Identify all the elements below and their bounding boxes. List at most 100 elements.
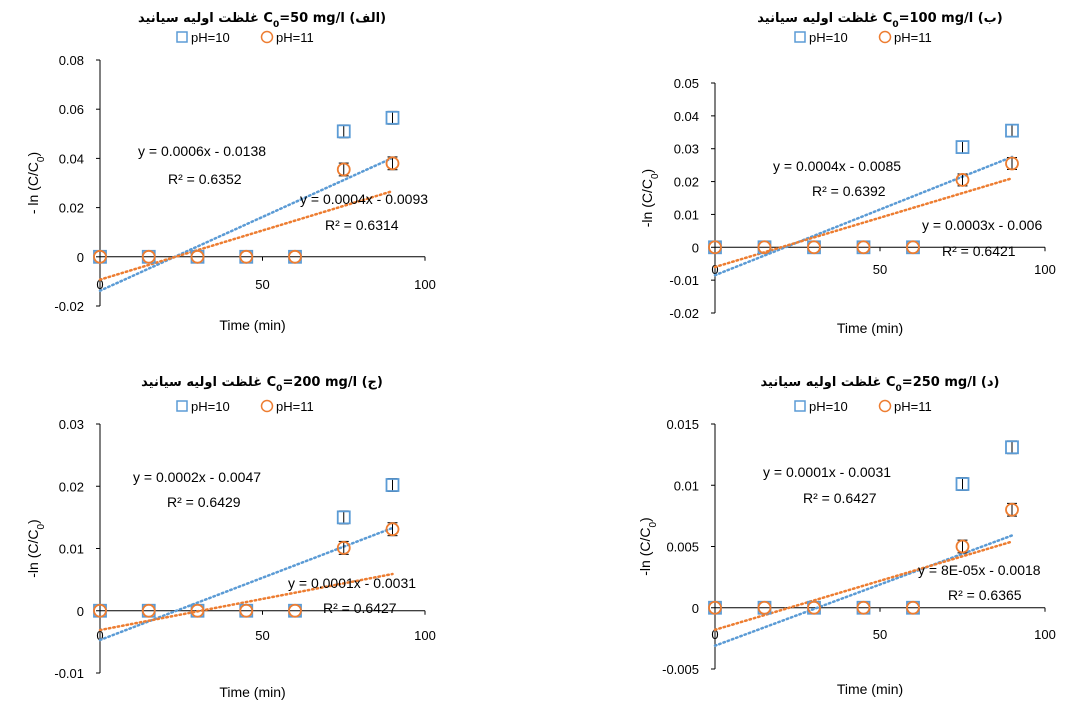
- legend-marker-square: [794, 400, 806, 412]
- data-point-square: [955, 140, 970, 154]
- x-tick-label: 50: [873, 262, 887, 277]
- y-tick-label: -0.02: [669, 306, 699, 321]
- y-tick-label: 0.04: [674, 109, 699, 124]
- data-point-circle: [906, 240, 920, 255]
- chart-panel-2: غلظت اولیه سیانید C0=100 mg/l (ب)pH=10 pH…: [639, 11, 1056, 336]
- data-point-circle: [141, 249, 156, 264]
- data-point-circle: [336, 162, 351, 177]
- y-axis-title: -ln (C/C0): [639, 169, 661, 227]
- trendline-r2: R² = 0.6421: [942, 243, 1016, 259]
- data-point-circle: [288, 249, 302, 264]
- x-axis-title: Time (min): [837, 320, 903, 336]
- y-tick-label: 0: [692, 601, 699, 616]
- chart-title: غلظت اولیه سیانید C0=50 mg/l (الف): [138, 11, 386, 30]
- y-tick-label: -0.01: [669, 273, 699, 288]
- trendline-pH=10: [98, 156, 394, 292]
- legend-marker-circle: [878, 30, 892, 44]
- error-bar: [338, 510, 349, 525]
- x-tick-label: 50: [255, 628, 269, 643]
- x-axis-title: Time (min): [219, 317, 285, 333]
- legend-entry: pH=10: [809, 30, 848, 45]
- x-tick-label: 0: [96, 277, 103, 292]
- data-point-square: [336, 124, 351, 139]
- legend: pH=10 pH=11: [794, 399, 932, 414]
- data-point-circle: [385, 522, 400, 537]
- data-point-circle: [906, 600, 920, 615]
- legend-marker-circle: [878, 399, 892, 413]
- y-tick-label: 0.01: [674, 207, 699, 222]
- trendline-pH=11: [98, 572, 394, 632]
- data-point-square: [955, 477, 970, 491]
- legend: pH=10 pH=11: [794, 30, 932, 45]
- data-point-circle: [336, 540, 351, 555]
- chart-title: غلظت اولیه سیانید C0=200 mg/l (ج): [141, 375, 383, 394]
- y-tick-label: 0: [692, 240, 699, 255]
- chart-title: غلظت اولیه سیانید C0=100 mg/l (ب): [757, 11, 1002, 30]
- data-point-square: [1005, 123, 1019, 138]
- y-tick-label: -0.02: [54, 299, 84, 314]
- y-tick-label: 0.01: [674, 478, 699, 493]
- data-point-circle: [141, 603, 156, 618]
- trendline-equation: y = 0.0001x - 0.0031: [763, 464, 891, 480]
- legend-entry: pH=11: [894, 399, 932, 414]
- data-point-circle: [708, 600, 722, 615]
- x-tick-label: 100: [1034, 627, 1056, 642]
- data-point-circle: [1005, 502, 1019, 517]
- legend-marker-square: [794, 31, 806, 43]
- data-point-circle: [807, 600, 821, 615]
- trendline-r2: R² = 0.6392: [812, 183, 886, 199]
- y-tick-label: 0: [77, 250, 84, 265]
- x-tick-label: 0: [96, 628, 103, 643]
- y-tick-label: 0.015: [666, 417, 699, 432]
- legend-marker-square: [176, 400, 188, 412]
- data-point-circle: [955, 173, 970, 187]
- data-point-circle: [1005, 156, 1019, 171]
- y-tick-label: 0.02: [59, 479, 84, 494]
- y-tick-label: 0.08: [59, 53, 84, 68]
- data-point-circle: [856, 240, 871, 255]
- data-point-circle: [757, 600, 772, 615]
- y-axis-title: -ln (C/C0): [25, 519, 47, 577]
- legend-entry: pH=10: [191, 399, 230, 414]
- trendline-pH=11: [98, 189, 394, 281]
- legend-entry: pH=11: [894, 30, 932, 45]
- trendline-equation: y = 0.0002x - 0.0047: [133, 469, 261, 485]
- error-bar: [1007, 124, 1017, 138]
- y-tick-label: 0.03: [59, 417, 84, 432]
- data-point-circle: [93, 603, 107, 618]
- trendline-pH=11: [713, 540, 1014, 632]
- y-axis-title: -ln (C/C0): [637, 517, 659, 575]
- data-point-square: [385, 110, 400, 125]
- data-point-circle: [807, 240, 821, 255]
- data-point-circle: [190, 249, 205, 264]
- legend-marker-circle: [260, 30, 274, 44]
- data-point-circle: [856, 600, 871, 615]
- data-point-circle: [385, 156, 400, 171]
- data-point-circle: [93, 249, 107, 264]
- data-point-circle: [288, 603, 302, 618]
- trendline-r2: R² = 0.6427: [803, 490, 877, 506]
- y-tick-label: 0: [77, 604, 84, 619]
- x-tick-label: 50: [873, 627, 887, 642]
- legend-entry: pH=11: [276, 30, 314, 45]
- trendline-equation: y = 0.0006x - 0.0138: [138, 143, 266, 159]
- error-bar: [338, 124, 349, 139]
- trendline-r2: R² = 0.6427: [323, 600, 397, 616]
- y-tick-label: -0.005: [662, 662, 699, 677]
- error-bar: [387, 110, 398, 125]
- data-point-square: [336, 510, 351, 525]
- y-tick-label: -0.01: [54, 666, 84, 681]
- trendline-r2: R² = 0.6365: [948, 587, 1022, 603]
- legend: pH=10 pH=11: [176, 399, 314, 414]
- y-tick-label: 0.03: [674, 142, 699, 157]
- trendline-equation: y = 8E-05x - 0.0018: [918, 562, 1041, 578]
- y-tick-label: 0.06: [59, 102, 84, 117]
- x-axis-title: Time (min): [219, 684, 285, 700]
- trendline-equation: y = 0.0004x - 0.0085: [773, 158, 901, 174]
- y-tick-label: 0.01: [59, 542, 84, 557]
- legend-entry: pH=11: [276, 399, 314, 414]
- y-axis-title: - ln (C/C0): [25, 152, 47, 214]
- x-tick-label: 50: [255, 277, 269, 292]
